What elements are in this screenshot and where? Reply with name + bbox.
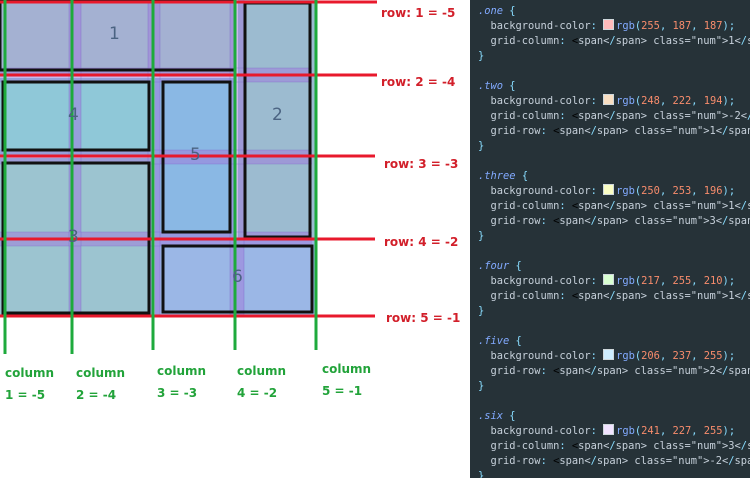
column-lines [3, 0, 318, 354]
code-panel: .one { background-color: rgb(255, 187, 1… [470, 0, 750, 478]
code-decl-grid-row: grid-row: <span</span> class="num">1</sp… [490, 125, 750, 137]
code-selector-two: .two { [478, 80, 516, 92]
column-label-1-title: column [5, 366, 54, 380]
column-label-2-title: column [76, 366, 125, 380]
color-swatch-icon [603, 274, 615, 285]
code-decl-background-color: background-color: rgb(206, 237, 255); [490, 349, 736, 362]
selector-text: .two [478, 80, 504, 92]
item-label-one: 1 [109, 24, 120, 44]
code-close-brace: } [478, 305, 485, 317]
item-label-two: 2 [272, 105, 283, 125]
row-label-4: row: 4 = -2 [384, 235, 458, 249]
grid-diagram-svg: 1 2 4 5 3 6 row: 1 = -5 row: 2 = -4 row:… [0, 0, 460, 402]
code-decl-background-color: background-color: rgb(250, 253, 196); [490, 184, 736, 197]
item-one [0, 0, 235, 74]
code-decl-grid-column: grid-column: <span</span> class="num">3<… [490, 440, 750, 452]
code-selector-one: .one { [478, 5, 516, 17]
code-close-brace: } [478, 50, 485, 62]
code-close-brace: } [478, 470, 485, 478]
selector-text: .five [478, 335, 510, 347]
column-label-3-value: 3 = -3 [157, 386, 197, 400]
row-lines [0, 0, 377, 318]
row-label-5: row: 5 = -1 [386, 311, 460, 325]
column-label-3-title: column [157, 364, 206, 378]
code-decl-background-color: background-color: rgb(241, 227, 255); [490, 424, 736, 437]
code-selector-five: .five { [478, 335, 522, 347]
item-label-three: 3 [68, 227, 79, 247]
color-swatch-icon [603, 94, 615, 105]
row-label-2: row: 2 = -4 [381, 75, 455, 89]
color-swatch-icon [603, 349, 615, 360]
column-label-5-title: column [322, 362, 371, 376]
code-close-brace: } [478, 380, 485, 392]
selector-text: .four [478, 260, 510, 272]
code-decl-background-color: background-color: rgb(217, 255, 210); [490, 274, 736, 287]
item-label-four: 4 [68, 105, 79, 125]
column-label-5-value: 5 = -1 [322, 384, 362, 398]
code-decl-background-color: background-color: rgb(248, 222, 194); [490, 94, 736, 107]
row-label-1: row: 1 = -5 [381, 6, 455, 20]
code-selector-six: .six { [478, 410, 516, 422]
color-swatch-icon [603, 19, 615, 30]
code-decl-grid-column: grid-column: <span</span> class="num">1<… [490, 290, 750, 302]
code-decl-grid-row: grid-row: <span</span> class="num">-2</s… [490, 455, 750, 467]
code-decl-grid-row: grid-row: <span</span> class="num">2</sp… [490, 365, 750, 377]
color-swatch-icon [603, 424, 615, 435]
code-decl-grid-row: grid-row: <span</span> class="num">3</sp… [490, 215, 750, 227]
column-label-4-value: 4 = -2 [237, 386, 277, 400]
column-label-2-value: 2 = -4 [76, 388, 116, 402]
code-close-brace: } [478, 230, 485, 242]
selector-text: .six [478, 410, 504, 422]
row-label-3: row: 3 = -3 [384, 157, 458, 171]
code-selector-four: .four { [478, 260, 522, 272]
code-decl-grid-column: grid-column: <span</span> class="num">1<… [490, 35, 750, 47]
item-label-six: 6 [232, 267, 243, 287]
code-selector-three: .three { [478, 170, 529, 182]
code-decl-background-color: background-color: rgb(255, 187, 187); [490, 19, 736, 32]
column-label-4-title: column [237, 364, 286, 378]
grid-diagram: 1 2 4 5 3 6 row: 1 = -5 row: 2 = -4 row:… [0, 0, 460, 402]
code-close-brace: } [478, 140, 485, 152]
column-label-1-value: 1 = -5 [5, 388, 45, 402]
code-decl-grid-column: grid-column: <span</span> class="num">-2… [490, 110, 750, 122]
selector-text: .one [478, 5, 504, 17]
color-swatch-icon [603, 184, 615, 195]
code-decl-grid-column: grid-column: <span</span> class="num">1<… [490, 200, 750, 212]
selector-text: .three [478, 170, 516, 182]
item-two [238, 0, 316, 240]
item-label-five: 5 [190, 145, 201, 165]
